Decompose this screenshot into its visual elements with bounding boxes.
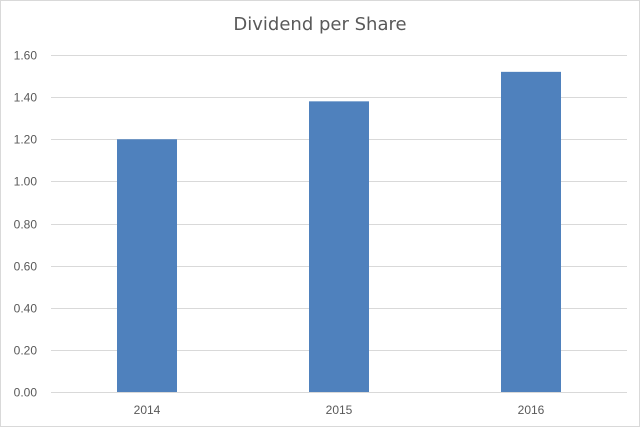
bars	[117, 71, 561, 393]
chart-title: Dividend per Share	[233, 14, 407, 35]
y-tick-label: 1.20	[14, 133, 38, 147]
y-tick-label: 0.00	[14, 386, 38, 400]
y-tick-label: 0.60	[14, 260, 38, 274]
bar-2014	[117, 139, 177, 392]
y-tick-label: 1.40	[14, 91, 38, 105]
x-axis-tick-labels: 2014 2015 2016	[134, 403, 545, 417]
x-tick-label: 2015	[326, 403, 353, 417]
bar-2016	[501, 71, 561, 392]
y-tick-label: 0.80	[14, 218, 38, 232]
y-tick-label: 1.00	[14, 175, 38, 189]
x-tick-label: 2016	[518, 403, 545, 417]
y-axis-tick-labels: 0.00 0.20 0.40 0.60 0.80 1.00 1.20 1.40 1.60	[14, 49, 38, 400]
y-tick-label: 0.40	[14, 302, 38, 316]
y-tick-label: 0.20	[14, 344, 38, 358]
bar-2015	[309, 101, 369, 393]
x-tick-label: 2014	[134, 403, 161, 417]
y-tick-label: 1.60	[14, 49, 38, 63]
